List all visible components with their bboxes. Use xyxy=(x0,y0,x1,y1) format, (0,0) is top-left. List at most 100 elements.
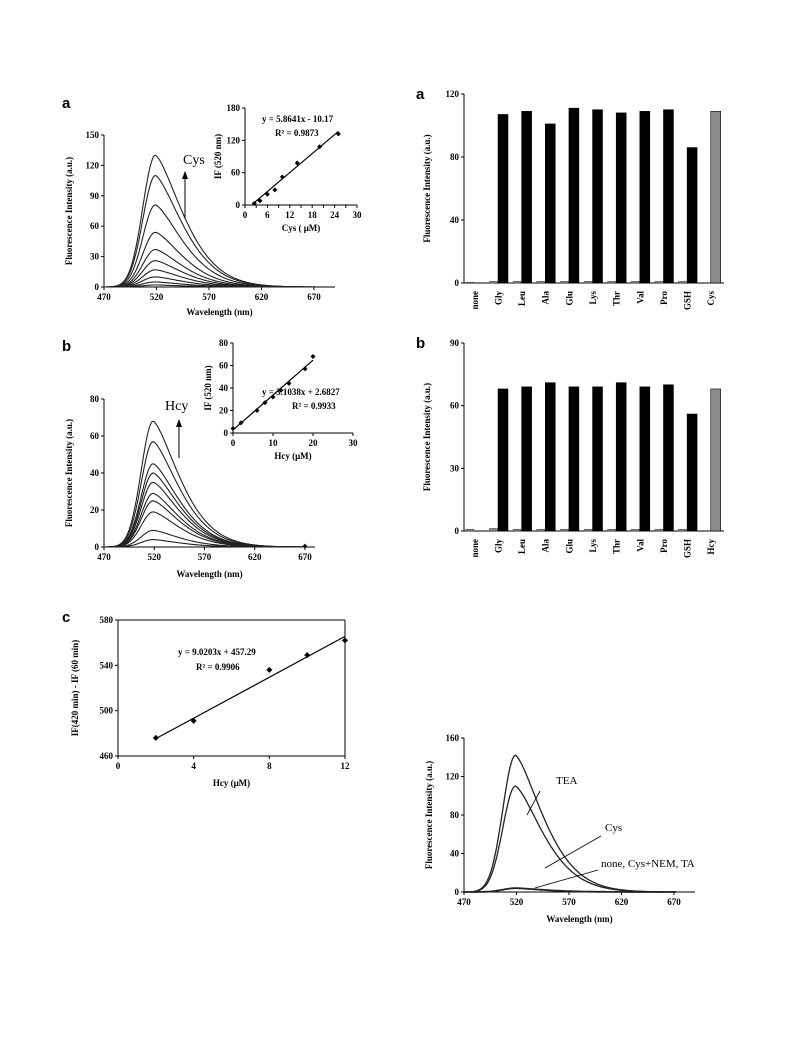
category-label: Gly xyxy=(493,539,503,554)
y-tick-label: 120 xyxy=(227,135,241,145)
cys-inset-axes: 0 6 12 18 24 30 0 60 120 180 Cys ( μM) IF (520 nm) y… xyxy=(213,103,362,233)
x-tick-label: 670 xyxy=(307,292,321,302)
category-label: Ala xyxy=(541,291,551,305)
y-tick-label: 80 xyxy=(450,152,460,162)
y-tick-label: 0 xyxy=(455,887,460,897)
data-point xyxy=(270,394,276,400)
bar-value xyxy=(686,413,698,532)
data-point xyxy=(272,187,278,193)
x-tick-label: 570 xyxy=(562,897,576,907)
category-label: Leu xyxy=(517,291,527,306)
x-tick-label: 520 xyxy=(150,292,164,302)
fit-equation: y = 3.1038x + 2.6827 xyxy=(262,387,340,397)
data-point xyxy=(278,387,284,393)
data-point xyxy=(254,408,260,413)
category-label: GSH xyxy=(683,539,693,558)
x-tick-label: 520 xyxy=(147,552,161,562)
bar-blank xyxy=(560,529,569,532)
bar-blank xyxy=(465,529,475,532)
data-point xyxy=(342,637,348,644)
y-tick-label: 80 xyxy=(450,810,460,820)
x-axis-label: Wavelength (nm) xyxy=(186,307,252,317)
x-tick-label: 0 xyxy=(231,438,236,448)
x-tick-label: 30 xyxy=(353,210,363,220)
x-tick-label: 670 xyxy=(298,552,312,562)
increase-arrow-head xyxy=(176,419,182,427)
y-tick-label: 90 xyxy=(450,338,460,348)
x-tick-label: 0 xyxy=(116,761,121,771)
bar-value xyxy=(545,123,556,284)
y-axis-label: IF(420 min) - IF (60 min) xyxy=(70,640,80,736)
bar-value xyxy=(615,382,627,532)
spectrum-line xyxy=(104,463,307,548)
data-point xyxy=(230,426,236,431)
data-point xyxy=(310,354,316,359)
series-leader-line xyxy=(544,835,602,869)
y-axis-label: Fluorescence Intensity (a.u.) xyxy=(422,383,432,491)
category-label: Glu xyxy=(564,539,574,554)
series-label: TEA xyxy=(556,775,577,787)
data-point xyxy=(335,131,341,137)
x-tick-label: 520 xyxy=(510,897,524,907)
y-tick-label: 60 xyxy=(231,168,241,178)
y-tick-label: 0 xyxy=(95,282,100,292)
data-point xyxy=(279,174,285,180)
fit-equation: y = 9.0203x + 457.29 xyxy=(178,647,256,657)
category-label: Thr xyxy=(612,291,622,306)
bar-value xyxy=(592,386,603,532)
y-tick-label: 20 xyxy=(90,505,100,515)
y-tick-label: 30 xyxy=(450,463,460,473)
fit-r-squared: R² = 0.9906 xyxy=(196,662,240,672)
data-point xyxy=(294,160,300,166)
y-tick-label: 150 xyxy=(86,130,100,140)
category-label: Lys xyxy=(588,539,598,553)
x-axis-label: Wavelength (nm) xyxy=(176,569,242,579)
bar-blank xyxy=(512,281,522,284)
bar-value xyxy=(521,111,532,284)
y-tick-label: 0 xyxy=(95,542,100,552)
x-tick-label: 10 xyxy=(269,438,279,448)
x-tick-label: 470 xyxy=(457,897,471,907)
data-point xyxy=(286,381,292,386)
bar-blank xyxy=(536,529,546,532)
y-tick-label: 80 xyxy=(90,394,100,404)
bar-value xyxy=(497,114,509,284)
bar-blank xyxy=(489,528,498,532)
increase-arrow-head xyxy=(182,171,188,179)
category-label: Gly xyxy=(493,291,503,306)
data-point xyxy=(266,666,273,673)
bar-blank xyxy=(678,281,687,284)
bar-value xyxy=(639,386,651,532)
y-tick-label: 120 xyxy=(446,772,460,782)
panel-letter-b-left: b xyxy=(62,338,71,355)
bar-value xyxy=(615,112,627,284)
y-tick-label: 90 xyxy=(90,191,100,201)
bar-blank xyxy=(465,281,475,284)
bar-blank xyxy=(536,281,546,284)
bar-value xyxy=(497,388,509,532)
bar-blank xyxy=(560,281,569,284)
data-point xyxy=(317,144,323,150)
hcy-kinetic-axes: 0 4 8 12 460 500 540 580 Hcy (μM) IF(420 min) - I… xyxy=(70,615,350,788)
bar-blank xyxy=(678,529,687,532)
y-tick-label: 160 xyxy=(446,733,460,743)
x-tick-label: 12 xyxy=(285,210,295,220)
x-tick-label: 30 xyxy=(349,438,359,448)
x-axis-label: Hcy (μM) xyxy=(274,451,311,461)
bar-blank xyxy=(607,281,616,284)
spectrum-line xyxy=(104,284,317,288)
category-label: Hcy xyxy=(706,539,716,555)
series-leader-line xyxy=(526,790,541,816)
bar-value xyxy=(663,384,674,532)
category-label: GSH xyxy=(683,291,693,310)
spectrum-line xyxy=(464,887,677,893)
y-tick-label: 540 xyxy=(100,660,114,670)
y-axis-label: IF (520 nm) xyxy=(213,134,223,179)
bar-blank xyxy=(583,529,593,532)
bar-value xyxy=(592,109,603,284)
y-tick-label: 0 xyxy=(455,526,460,536)
series-label: Cys xyxy=(605,822,622,834)
x-tick-label: 6 xyxy=(265,210,270,220)
x-tick-label: 570 xyxy=(198,552,212,562)
